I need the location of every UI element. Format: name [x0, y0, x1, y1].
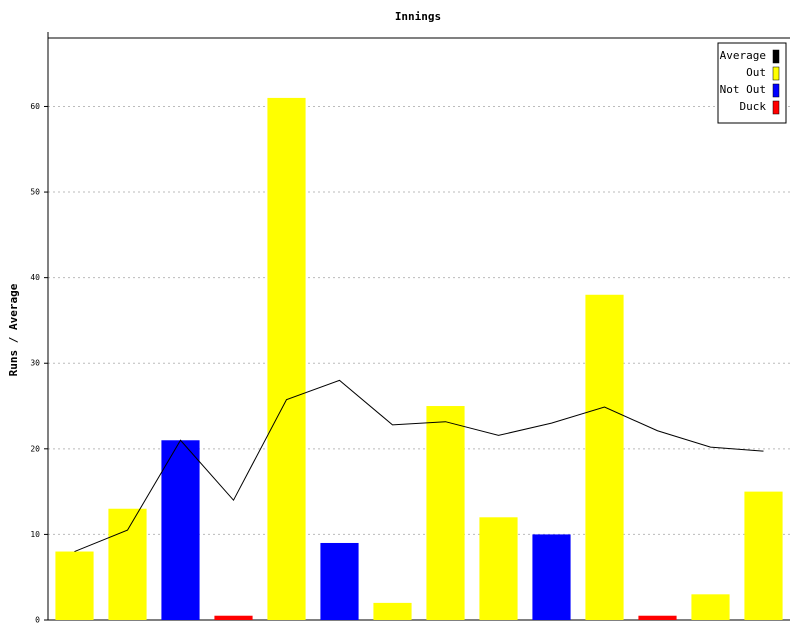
- bar: [744, 491, 783, 620]
- bar: [267, 97, 306, 621]
- legend-swatch: [772, 66, 780, 81]
- bar: [638, 615, 677, 620]
- legend-label: Average: [720, 49, 766, 62]
- legend-swatch: [772, 49, 780, 64]
- y-tick-label: 40: [30, 273, 40, 282]
- bar: [373, 602, 412, 620]
- bar: [479, 517, 518, 620]
- bar: [108, 508, 147, 620]
- legend-label: Duck: [740, 100, 767, 113]
- y-axis-label: Runs / Average: [7, 283, 20, 376]
- bar: [214, 615, 253, 620]
- average-line: [74, 379, 764, 552]
- bar: [161, 440, 200, 620]
- bar: [532, 534, 571, 620]
- chart-title: Innings: [395, 10, 441, 23]
- bar: [320, 542, 359, 620]
- y-tick-label: 60: [30, 102, 40, 111]
- bar: [55, 551, 94, 620]
- bar: [691, 594, 730, 620]
- y-tick-label: 30: [30, 359, 40, 368]
- legend-label: Out: [746, 66, 766, 79]
- legend-swatch: [772, 100, 780, 115]
- y-tick-label: 0: [35, 616, 40, 625]
- y-tick-label: 50: [30, 188, 40, 197]
- legend-swatch: [772, 83, 780, 98]
- y-tick-label: 20: [30, 444, 40, 453]
- y-tick-label: 10: [30, 530, 40, 539]
- legend-label: Not Out: [720, 83, 766, 96]
- bar: [426, 406, 465, 620]
- bar: [585, 294, 624, 620]
